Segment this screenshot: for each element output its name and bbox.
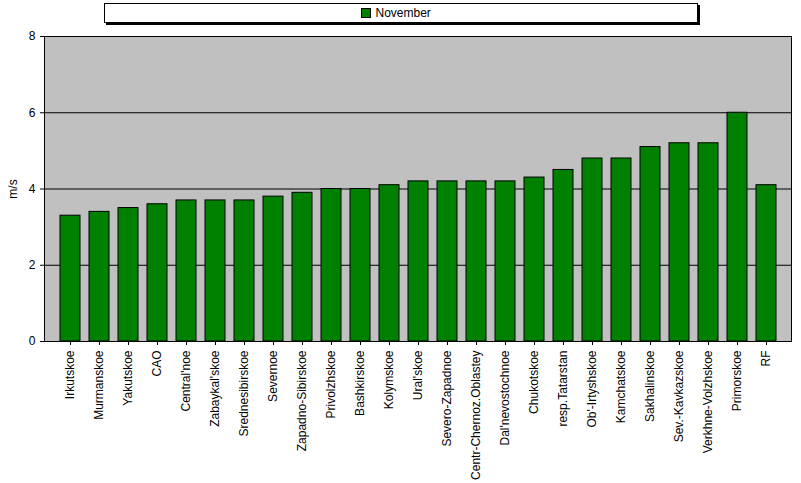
html-text:November: November xyxy=(375,6,431,20)
svg-text:Yakutskoe: Yakutskoe xyxy=(121,350,135,405)
svg-text:8: 8 xyxy=(29,29,36,43)
svg-text:Central'noe: Central'noe xyxy=(179,350,193,411)
svg-text:Srednesibirskoe: Srednesibirskoe xyxy=(237,350,251,436)
svg-text:6: 6 xyxy=(29,106,36,120)
svg-text:4: 4 xyxy=(29,182,36,196)
svg-text:2: 2 xyxy=(29,258,36,272)
svg-text:Irkutskoe: Irkutskoe xyxy=(63,350,77,399)
svg-text:Privolzhskoe: Privolzhskoe xyxy=(324,350,338,418)
svg-text:Bashkirskoe: Bashkirskoe xyxy=(353,350,367,416)
svg-text:Chukotskoe: Chukotskoe xyxy=(527,350,541,414)
svg-text:Primorskoe: Primorskoe xyxy=(730,350,744,411)
svg-text:Verkhne-Volzhskoe: Verkhne-Volzhskoe xyxy=(701,350,715,453)
svg-text:Zabaykal'skoe: Zabaykal'skoe xyxy=(208,350,222,427)
svg-text:0: 0 xyxy=(29,334,36,348)
svg-text:Murmanskoe: Murmanskoe xyxy=(92,350,106,420)
svg-text:Kamchatskoe: Kamchatskoe xyxy=(614,350,628,423)
svg-text:Severnoe: Severnoe xyxy=(266,350,280,402)
svg-text:RF: RF xyxy=(759,351,773,367)
svg-text:Sakhalinskoe: Sakhalinskoe xyxy=(643,350,657,422)
svg-text:Ural'skoe: Ural'skoe xyxy=(411,350,425,400)
svg-text:Kolymskoe: Kolymskoe xyxy=(382,350,396,409)
svg-text:Centr-Chernoz.Oblastey: Centr-Chernoz.Oblastey xyxy=(469,351,483,480)
svg-text:Zapadno-Sibirskoe: Zapadno-Sibirskoe xyxy=(295,350,309,451)
svg-text:Ob'-Irtyshskoe: Ob'-Irtyshskoe xyxy=(585,350,599,427)
svg-text:Dal'nevostochnoe: Dal'nevostochnoe xyxy=(498,350,512,445)
svg-text:Severo-Zapadnoe: Severo-Zapadnoe xyxy=(440,350,454,446)
svg-text:m/s: m/s xyxy=(6,179,20,198)
svg-text:resp.Tatarstan: resp.Tatarstan xyxy=(556,351,570,427)
svg-text:Sev.-Kavkazskoe: Sev.-Kavkazskoe xyxy=(672,350,686,442)
svg-text:CAO: CAO xyxy=(150,351,164,377)
